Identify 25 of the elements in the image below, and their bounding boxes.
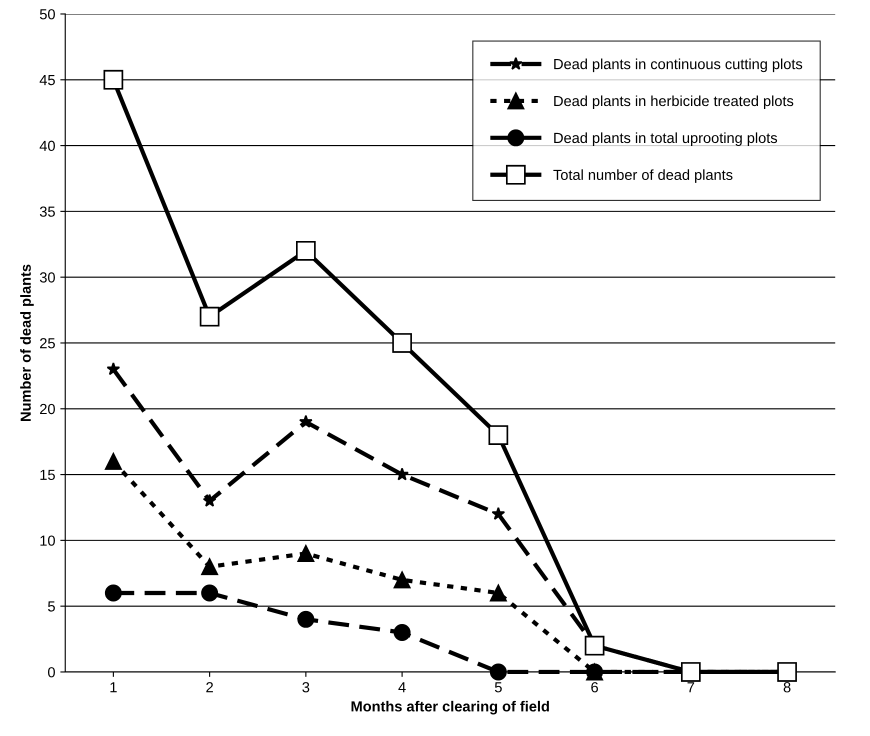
legend-label: Dead plants in continuous cutting plots	[554, 58, 802, 72]
x-tick-label: 5	[494, 682, 502, 692]
x-tick-label: 4	[398, 682, 406, 692]
x-tick-label: 7	[688, 682, 694, 692]
x-axis-title: Months after clearing of field	[352, 700, 549, 714]
y-tick-label: 15	[40, 470, 55, 480]
x-tick-label: 3	[302, 682, 310, 692]
y-tick-label: 5	[48, 601, 55, 612]
y-tick-label: 20	[40, 404, 55, 414]
y-tick-label: 45	[40, 75, 55, 86]
legend-label: Dead plants in herbicide treated plots	[554, 95, 794, 110]
legend-label: Dead plants in total uprooting plots	[554, 132, 778, 146]
y-axis-title: Number of dead plants	[20, 264, 34, 421]
x-tick-label: 1	[110, 682, 117, 692]
y-tick-label: 25	[40, 338, 55, 348]
x-tick-label: 2	[206, 682, 213, 692]
y-tick-label: 0	[48, 667, 55, 678]
x-tick-label: 8	[784, 682, 790, 692]
y-tick-label: 40	[40, 140, 55, 152]
y-tick-label: 30	[40, 272, 55, 283]
legend-label: Total number of dead plants	[553, 169, 732, 183]
y-tick-label: 35	[40, 206, 55, 217]
y-tick-label: 50	[40, 9, 55, 20]
x-tick-label: 6	[591, 682, 598, 692]
y-tick-label: 10	[40, 535, 55, 546]
